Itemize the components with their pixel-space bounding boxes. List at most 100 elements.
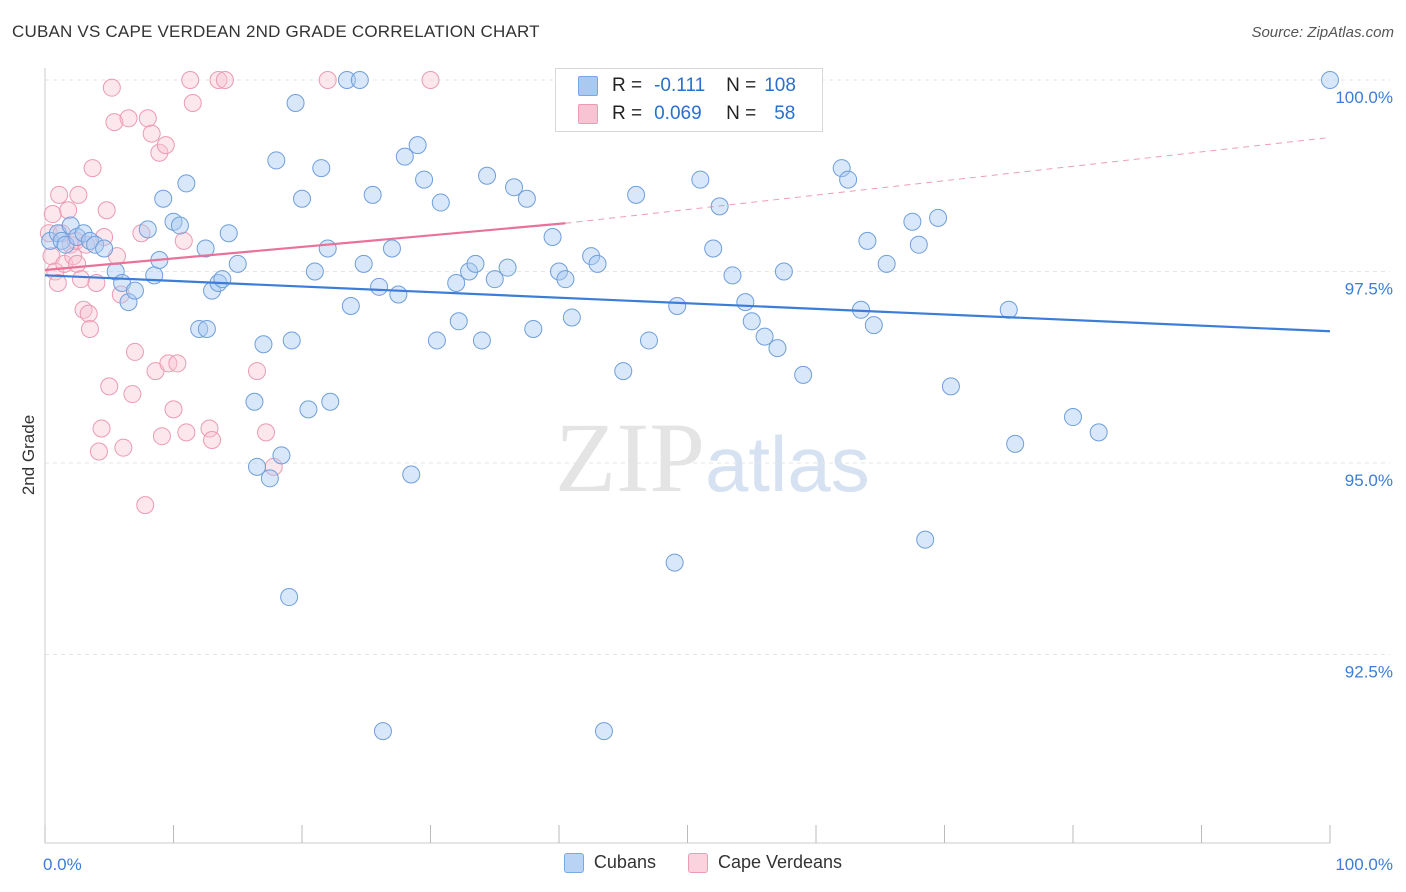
bottom-legend-label-cape-verdeans: Cape Verdeans [717,852,843,872]
cubans-point [485,270,504,289]
cubans-point [370,277,389,296]
legend-r-value: -0.111 [654,75,706,96]
cubans-point [1089,423,1108,442]
cape-verdeans-point [71,270,90,289]
cape-verdeans-point [257,423,276,442]
cubans-point [318,239,337,258]
bottom-legend: Cubans Cape Verdeans [0,852,1406,873]
cape-verdeans-point [102,78,121,97]
cubans-point [431,193,450,212]
cape-verdeans-point [200,419,219,438]
legend-n-label: N = [726,103,757,124]
x-tick-label: 0.0% [43,855,82,874]
cubans-point [916,530,935,549]
cubans-point [354,254,373,273]
cubans-point [639,331,658,350]
cape-verdeans-point [156,136,175,155]
legend-n-value: 108 [764,75,796,96]
cubans-point [614,362,633,381]
cubans-point [389,285,408,304]
x-tick-label: 100.0% [1335,855,1393,874]
cubans-point [794,365,813,384]
legend-n-value: 58 [774,103,796,124]
cubans-point [197,319,216,338]
cubans-point [260,469,279,488]
cubans-point [95,239,114,258]
cubans-point [903,212,922,231]
cubans-point [524,319,543,338]
bottom-legend-item-cape-verdeans: Cape Verdeans [687,852,843,873]
cape-verdeans-trend-line [44,222,566,272]
cape-verdeans-point [164,400,183,419]
cubans-point [363,185,382,204]
cubans-point [408,136,427,155]
cubans-point [909,235,928,254]
cubans-point [864,316,883,335]
cubans-point [774,262,793,281]
legend-n-label: N = [726,75,757,96]
cubans-point [460,262,479,281]
cubans-point [447,273,466,292]
cape-verdeans-point [209,71,228,89]
cubans-point [245,392,264,411]
cape-verdeans-point [248,362,267,381]
cubans-point [74,224,93,243]
bottom-legend-swatch-cape-verdeans [687,852,708,873]
cubans-point [219,224,238,243]
cubans-point [665,553,684,572]
bottom-legend-label-cubans: Cubans [593,852,656,872]
cubans-point [125,281,144,300]
cape-verdeans-point [80,319,99,338]
y-tick-label: 97.5% [1345,280,1393,299]
cubans-point [293,189,311,208]
legend-row-cubans: R = -0.111 N = 108 [578,73,796,99]
bottom-legend-swatch-cubans [563,852,584,873]
cubans-point [1064,408,1082,427]
cubans-point [550,262,568,281]
cubans-point [858,231,877,250]
cubans-point [415,170,434,189]
legend-row-cape-verdeans: R = 0.069 N = 58 [578,101,795,127]
cubans-point [627,185,646,204]
cape-verdeans-point [142,124,161,143]
watermark-zip: ZIP [555,402,705,513]
cubans-point [517,189,536,208]
cubans-point [280,588,299,607]
y-tick-label: 95.0% [1345,471,1393,490]
cubans-point [154,189,173,208]
cubans-point [929,208,948,227]
cubans-point [402,465,421,484]
cubans-point [190,319,209,338]
cubans-point [941,377,960,396]
cape-verdeans-point [168,354,187,373]
cubans-point [395,147,414,166]
cubans-point [877,254,896,273]
cubans-point [755,327,774,346]
watermark: ZIPatlas [555,400,870,515]
cubans-point [248,457,267,476]
cubans-point [350,71,369,89]
cape-verdeans-point [43,205,62,224]
cubans-point [170,216,189,235]
cubans-point [196,239,215,258]
cape-verdeans-point [125,342,144,361]
chart-title: CUBAN VS CAPE VERDEAN 2ND GRADE CORRELAT… [12,22,540,41]
cubans-point [286,93,305,112]
cape-verdeans-point [89,442,108,461]
cubans-point [305,262,324,281]
cape-verdeans-point [50,185,69,204]
cubans-point [832,159,851,178]
cubans-point [498,258,517,277]
cubans-point [556,270,575,289]
cape-verdeans-point [97,201,116,220]
cape-verdeans-point [203,431,222,450]
cubans-point [282,331,301,350]
cubans-point [449,312,468,331]
cape-verdeans-point [119,109,138,128]
cubans-trend-line [44,274,1331,333]
cape-verdeans-point [100,377,119,396]
cape-verdeans-point [92,419,111,438]
cubans-point [582,247,601,266]
legend: R = -0.111 N = 108 R = 0.069 N = 58 [555,68,823,132]
